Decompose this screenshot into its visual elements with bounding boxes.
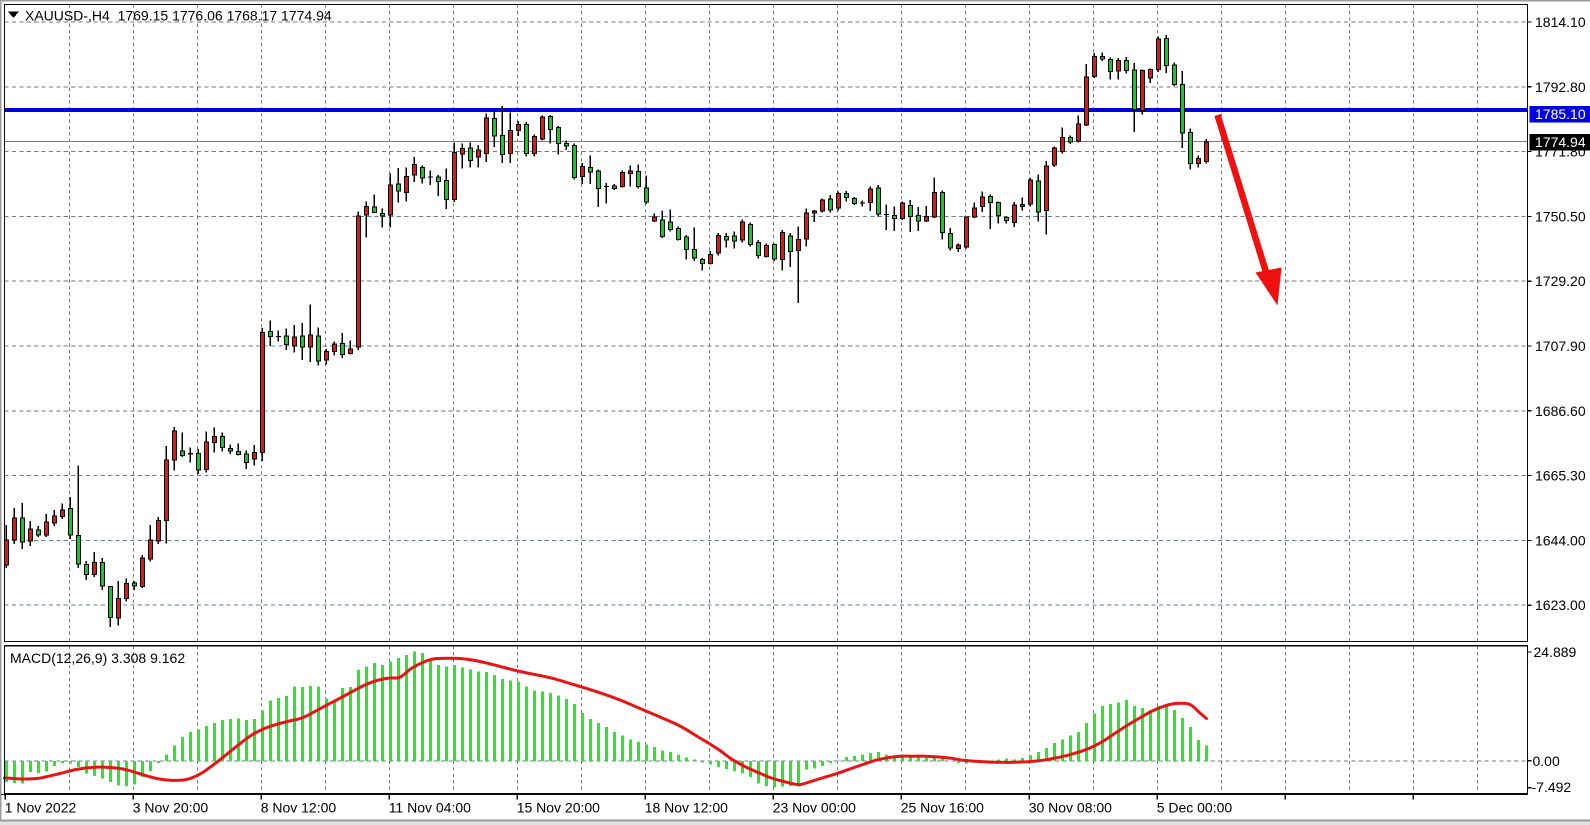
svg-text:18 Nov 12:00: 18 Nov 12:00 bbox=[645, 800, 728, 816]
svg-text:1814.10: 1814.10 bbox=[1535, 14, 1586, 30]
svg-text:1 Nov 2022: 1 Nov 2022 bbox=[5, 800, 77, 816]
svg-text:15 Nov 20:00: 15 Nov 20:00 bbox=[517, 800, 600, 816]
svg-text:1686.60: 1686.60 bbox=[1535, 403, 1586, 419]
svg-text:1644.00: 1644.00 bbox=[1535, 532, 1586, 548]
svg-text:1707.90: 1707.90 bbox=[1535, 338, 1586, 354]
svg-text:1665.30: 1665.30 bbox=[1535, 468, 1586, 484]
svg-text:MACD(12,26,9) 3.308 9.162: MACD(12,26,9) 3.308 9.162 bbox=[10, 650, 185, 666]
svg-text:-7.492: -7.492 bbox=[1532, 779, 1572, 795]
svg-text:11 Nov 04:00: 11 Nov 04:00 bbox=[389, 800, 471, 816]
svg-text:25 Nov 16:00: 25 Nov 16:00 bbox=[901, 800, 984, 816]
svg-text:8 Nov 12:00: 8 Nov 12:00 bbox=[261, 800, 337, 816]
svg-text:XAUUSD-,H4 1769.15 1776.06 17: XAUUSD-,H4 1769.15 1776.06 1768.17 1774.… bbox=[25, 8, 332, 24]
svg-text:1729.20: 1729.20 bbox=[1535, 273, 1586, 289]
svg-text:1792.80: 1792.80 bbox=[1535, 79, 1586, 95]
svg-text:1785.10: 1785.10 bbox=[1535, 106, 1586, 122]
svg-text:24.889: 24.889 bbox=[1534, 644, 1577, 660]
svg-text:0.00: 0.00 bbox=[1533, 753, 1560, 769]
svg-text:30 Nov 08:00: 30 Nov 08:00 bbox=[1029, 800, 1112, 816]
svg-text:1774.94: 1774.94 bbox=[1535, 134, 1586, 150]
svg-text:3 Nov 20:00: 3 Nov 20:00 bbox=[133, 800, 209, 816]
svg-text:1623.00: 1623.00 bbox=[1535, 597, 1586, 613]
svg-text:1750.50: 1750.50 bbox=[1535, 208, 1586, 224]
svg-text:5 Dec 00:00: 5 Dec 00:00 bbox=[1157, 800, 1233, 816]
svg-text:23 Nov 00:00: 23 Nov 00:00 bbox=[773, 800, 856, 816]
